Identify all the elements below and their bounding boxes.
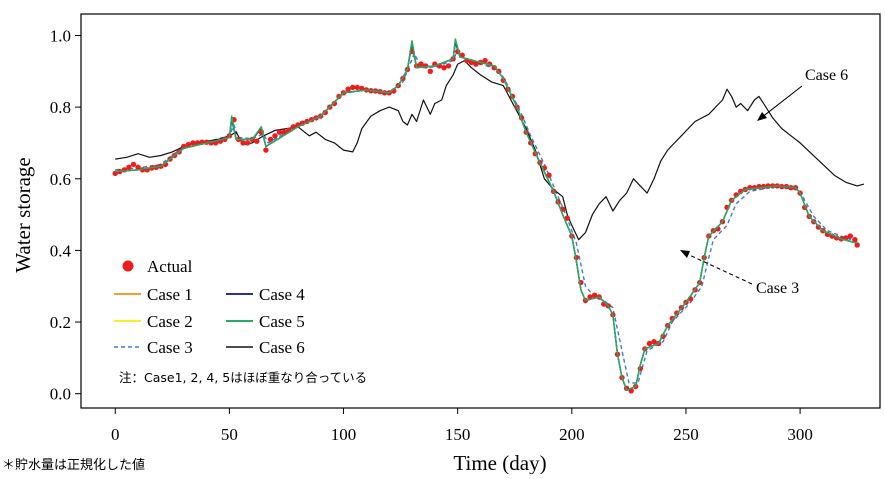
actual-point <box>267 136 274 143</box>
legend-case2-label: Case 2 <box>147 312 193 331</box>
x-tick-label: 0 <box>111 425 120 444</box>
actual-point <box>190 140 196 146</box>
x-tick-label: 100 <box>331 425 357 444</box>
actual-point <box>244 140 251 146</box>
x-tick-label: 250 <box>673 425 699 444</box>
actual-point <box>651 339 657 345</box>
actual-point <box>815 224 822 230</box>
case6-annotation-arrowhead <box>757 112 767 121</box>
actual-point <box>854 242 860 248</box>
actual-point <box>130 161 137 168</box>
legend: Actual Case 1 Case 4 Case 2 Case 5 Case … <box>114 257 367 385</box>
ticks-layer: 0 50 100 150 200 250 300 0.0 0.2 0.4 0.6 0.8 1.0 <box>50 26 813 444</box>
legend-case6-label: Case 6 <box>259 338 305 357</box>
normalization-footnote: ＊貯水量は正規化した値 <box>2 457 145 473</box>
actual-point <box>482 57 488 64</box>
series-line-case4 <box>115 42 858 391</box>
actual-point <box>441 65 447 71</box>
x-tick-label: 50 <box>221 425 238 444</box>
case6-annotation-label: Case 6 <box>805 67 848 84</box>
series-line-case3 <box>115 49 858 384</box>
actual-point <box>491 65 497 71</box>
actual-point <box>126 164 132 170</box>
case3-annotation-label: Case 3 <box>756 280 799 297</box>
actual-point <box>546 172 552 178</box>
case3-annotation-arrowhead <box>680 250 690 258</box>
series-line-case5 <box>115 38 858 391</box>
plot-frame <box>80 13 881 409</box>
actual-point <box>254 138 260 144</box>
actual-point <box>281 129 287 135</box>
actual-point <box>445 63 452 69</box>
series-line-case6 <box>115 60 865 241</box>
y-tick-label: 0.8 <box>50 98 71 117</box>
legend-actual-label: Actual <box>147 257 193 276</box>
y-tick-label: 0.0 <box>50 385 71 404</box>
actual-point <box>240 140 246 146</box>
series-layer <box>115 38 865 391</box>
series-line-case1 <box>115 42 858 391</box>
actual-point <box>345 86 351 92</box>
legend-case4-label: Case 4 <box>259 285 305 304</box>
legend-case3-label: Case 3 <box>147 338 193 357</box>
series-line-case5-top <box>115 38 858 391</box>
actual-points-layer <box>112 48 860 394</box>
actual-point <box>350 84 356 91</box>
actual-point <box>331 100 338 107</box>
legend-actual-marker <box>122 260 134 272</box>
y-tick-label: 1.0 <box>50 26 71 45</box>
legend-case5-label: Case 5 <box>259 312 305 331</box>
actual-point <box>418 61 424 67</box>
actual-point <box>473 61 479 67</box>
x-axis-label: Time (day) <box>453 451 546 474</box>
overlap-note: 注：Case1, 2, 4, 5はほぼ重なり合っている <box>119 370 367 385</box>
series-line-case2 <box>115 42 858 391</box>
x-tick-label: 150 <box>445 425 471 444</box>
actual-point <box>185 142 191 148</box>
actual-point <box>135 164 141 170</box>
legend-case1-label: Case 1 <box>147 285 193 304</box>
actual-point <box>276 129 283 135</box>
actual-point <box>354 84 360 91</box>
y-tick-label: 0.4 <box>50 241 72 260</box>
actual-point <box>427 68 433 75</box>
actual-point <box>263 147 269 153</box>
actual-point <box>847 233 853 239</box>
case3-annotation-arrow <box>684 252 753 285</box>
actual-point <box>591 292 598 298</box>
y-axis-label: Water storage <box>11 157 35 273</box>
x-tick-label: 300 <box>787 425 813 444</box>
actual-point <box>272 133 278 139</box>
x-tick-label: 200 <box>559 425 585 444</box>
y-tick-label: 0.6 <box>50 170 71 189</box>
actual-point <box>646 340 653 347</box>
actual-point <box>852 237 858 243</box>
y-tick-label: 0.2 <box>50 313 71 332</box>
actual-point <box>322 109 328 116</box>
case6-annotation-arrow <box>760 85 803 119</box>
actual-point <box>423 63 429 69</box>
actual-point <box>564 215 570 221</box>
